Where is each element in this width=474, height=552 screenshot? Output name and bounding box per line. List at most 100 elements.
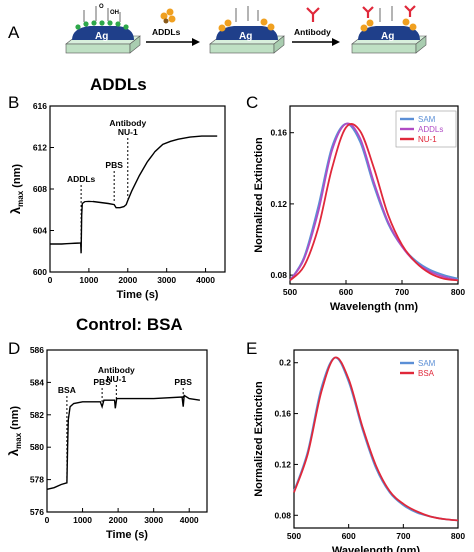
annotation-label-line2: NU-1: [118, 127, 138, 137]
series-line-sam: [289, 122, 459, 281]
x-tick-label: 4000: [196, 275, 215, 285]
y-tick-label: 0.12: [270, 199, 287, 209]
x-tick-label: 500: [283, 287, 297, 297]
bound-addls: [218, 6, 275, 32]
panel-a: A Ag OH O ADDLs: [8, 4, 427, 54]
series-line-sam: [293, 356, 459, 522]
plot-frame: [46, 349, 208, 513]
x-tick-label: 2000: [118, 275, 137, 285]
series-line-addls: [289, 122, 459, 282]
step-arrow-1: ADDLs: [146, 8, 200, 46]
chart-e-bsa-spectra: 500 600 700 800 0.08 0.12 0.16 0.2 Wavelength (n…: [253, 349, 465, 552]
annotation-label: Antibody: [109, 118, 146, 128]
chip-label-2: Ag: [239, 31, 252, 42]
x-tick-label: 0: [45, 515, 50, 525]
legend-label: SAM: [418, 359, 436, 368]
addls-sphere-icon: [160, 8, 176, 24]
step2-label: Antibody: [294, 27, 331, 37]
annotation-label: PBS: [174, 377, 192, 387]
y-axis-label: Normalized Extinction: [253, 381, 265, 497]
x-tick-label: 600: [342, 531, 356, 541]
y-tick-label: 582: [30, 410, 44, 420]
annotation-label: Antibody: [98, 365, 135, 375]
x-tick-label: 600: [339, 287, 353, 297]
y-tick-label: 608: [33, 184, 47, 194]
y-tick-label: 0.12: [274, 459, 291, 469]
y-tick-label: 576: [30, 507, 44, 517]
x-tick-label: 1000: [73, 515, 92, 525]
plot-frame: [289, 105, 459, 285]
panel-d-title: Control: BSA: [76, 315, 183, 334]
chip-addls: Ag: [209, 6, 285, 54]
x-tick-label: 4000: [180, 515, 199, 525]
y-axis-label-symbol: λ: [6, 448, 21, 456]
panel-a-letter: A: [8, 23, 20, 42]
chip-bare: Ag OH O: [65, 4, 141, 54]
x-tick-label: 3000: [157, 275, 176, 285]
step1-label: ADDLs: [152, 27, 181, 37]
y-tick-label: 580: [30, 442, 44, 452]
panel-e-letter: E: [246, 339, 257, 358]
y-axis-label-symbol: λ: [8, 206, 23, 214]
x-axis-label: Time (s): [106, 529, 148, 541]
series-line-bsa: [293, 356, 459, 522]
annotation-label: BSA: [58, 385, 76, 395]
legend-label: BSA: [418, 369, 435, 378]
y-tick-label: 612: [33, 143, 47, 153]
y-tick-label: 0.2: [279, 358, 291, 368]
x-tick-label: 3000: [144, 515, 163, 525]
x-tick-label: 2000: [109, 515, 128, 525]
y-axis-label-unit: (nm): [9, 406, 21, 433]
x-tick-label: 800: [451, 287, 465, 297]
y-axis-label-unit: (nm): [11, 164, 23, 191]
step-arrow-2: Antibody: [292, 7, 340, 46]
x-tick-label: 700: [396, 531, 410, 541]
x-axis-label: Time (s): [117, 289, 159, 301]
x-tick-label: 0: [48, 275, 53, 285]
panel-b-title: ADDLs: [90, 75, 147, 94]
annotation-label: ADDLs: [67, 174, 96, 184]
x-tick-label: 800: [451, 531, 465, 541]
series-line: [50, 135, 218, 254]
y-tick-label: 604: [33, 226, 47, 236]
antibody-icon: [306, 7, 320, 22]
bound-antibodies: [360, 5, 417, 32]
y-tick-label: 600: [33, 267, 47, 277]
y-tick-label: 0.16: [274, 409, 291, 419]
annotation-label-line2: NU-1: [106, 374, 126, 384]
chip-antibody: Ag: [351, 5, 427, 54]
plot-frame: [293, 349, 459, 529]
chem-label-oh: OH: [110, 10, 119, 16]
chart-d-bsa-timecourse: 0 1000 2000 3000 4000 576 578 580 582 584 586 Time …: [6, 345, 208, 541]
y-axis-label-sub: max: [14, 432, 23, 449]
y-tick-label: 0.08: [270, 270, 287, 280]
chart-c-extinction-spectra: 500 600 700 800 0.08 0.12 0.16 Wavelength (nm) N…: [253, 105, 465, 313]
chip-label-3: Ag: [381, 31, 394, 42]
x-tick-label: 700: [395, 287, 409, 297]
y-tick-label: 578: [30, 475, 44, 485]
chart-b-addls-timecourse: 0 1000 2000 3000 4000 600 604 608 612 616 Time (s)…: [8, 101, 226, 301]
x-axis-label: Wavelength (nm): [332, 545, 421, 552]
y-axis-label-sub: max: [16, 190, 25, 207]
thiol-monolayer: [75, 6, 129, 30]
y-tick-label: 616: [33, 101, 47, 111]
legend-label: NU-1: [418, 135, 437, 144]
legend-label: SAM: [418, 115, 436, 124]
series-line-nu-1: [289, 123, 459, 282]
panel-d-letter: D: [8, 339, 20, 358]
y-tick-label: 586: [30, 345, 44, 355]
annotation-label: PBS: [105, 160, 123, 170]
x-axis-label: Wavelength (nm): [330, 301, 419, 313]
legend-label: ADDLs: [418, 125, 443, 134]
y-axis-label: Normalized Extinction: [253, 137, 265, 253]
chip-label-1: Ag: [95, 31, 108, 42]
panel-b-letter: B: [8, 93, 19, 112]
series-line: [46, 394, 201, 490]
panel-c-letter: C: [246, 93, 258, 112]
chem-label-o: O: [99, 4, 104, 10]
y-tick-label: 584: [30, 377, 44, 387]
x-tick-label: 500: [287, 531, 301, 541]
